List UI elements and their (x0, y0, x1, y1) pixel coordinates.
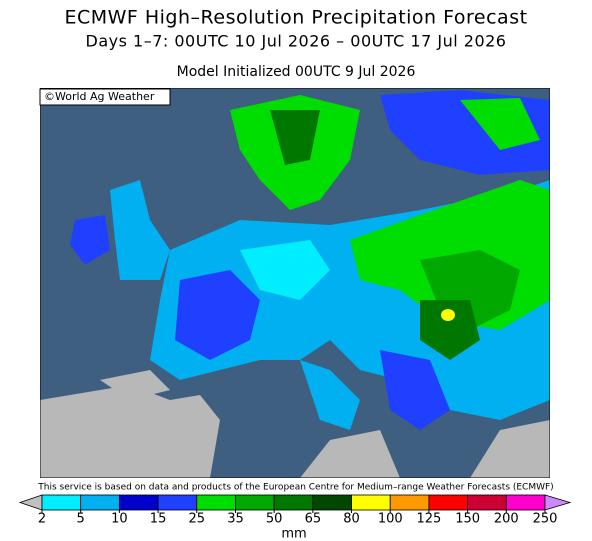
precip-france (175, 270, 260, 360)
title: ECMWF High–Resolution Precipitation Fore… (64, 7, 527, 29)
precip-karelia (460, 98, 540, 150)
unit-label: mm (281, 527, 306, 541)
colorbar-tick-label: 5 (77, 512, 85, 527)
colorbar-segment (389, 494, 430, 511)
colorbar-segment (312, 494, 352, 511)
colorbar-segment (41, 494, 82, 511)
land-spain-north (100, 370, 170, 400)
init-time: Model Initialized 00UTC 9 Jul 2026 (177, 64, 416, 80)
precip-norway (270, 110, 320, 165)
colorbar-segment (351, 494, 391, 511)
colorbar-tick-label: 25 (188, 512, 205, 527)
colorbar-tick-label: 250 (533, 512, 558, 527)
credit: ©World Ag Weather (44, 90, 155, 103)
colorbar-tick-label: 35 (227, 512, 244, 527)
colorbar-segment (118, 494, 159, 511)
colorbar-tick-label: 100 (378, 512, 403, 527)
map: ©World Ag Weather (39, 88, 550, 478)
precip-balkans (380, 350, 450, 430)
colorbar-segment (505, 494, 546, 511)
colorbar-tick-label: 200 (494, 512, 519, 527)
colorbar-arrow-low (18, 494, 43, 511)
land-turkey (470, 420, 550, 478)
colorbar-arrow-high (544, 494, 572, 511)
colorbar-tick-label: 10 (111, 512, 128, 527)
colorbar-tick-label: 65 (305, 512, 322, 527)
colorbar-segment (273, 494, 314, 511)
precip-romania (420, 300, 480, 360)
colorbar-segment (157, 494, 198, 511)
precip-italy (300, 360, 360, 430)
land-iberia-africa (40, 385, 220, 478)
colorbar-tick-label: 2 (38, 512, 46, 527)
precip-britain (110, 180, 170, 280)
colorbar-segment (80, 494, 120, 511)
colorbar-segment (196, 494, 236, 511)
colorbar: 2 5 10 15 25 35 50 65 80 100 125 150 200 250 (18, 494, 572, 527)
colorbar-tick-label: 150 (455, 512, 480, 527)
colorbar-segment (235, 494, 275, 511)
land-africa (300, 430, 400, 478)
colorbar-tick-label: 125 (417, 512, 442, 527)
credit-box (39, 88, 171, 106)
precip-ireland (70, 215, 110, 265)
precip-germany (240, 240, 330, 300)
disclaimer: This service is based on data and produc… (37, 483, 553, 493)
precip-max (441, 309, 455, 321)
colorbar-tick-label: 50 (266, 512, 283, 527)
colorbar-tick-label: 80 (343, 512, 360, 527)
colorbar-segment (467, 494, 507, 511)
colorbar-segment (428, 494, 469, 511)
colorbar-tick-label: 15 (150, 512, 167, 527)
subtitle: Days 1–7: 00UTC 10 Jul 2026 – 00UTC 17 J… (86, 32, 507, 51)
